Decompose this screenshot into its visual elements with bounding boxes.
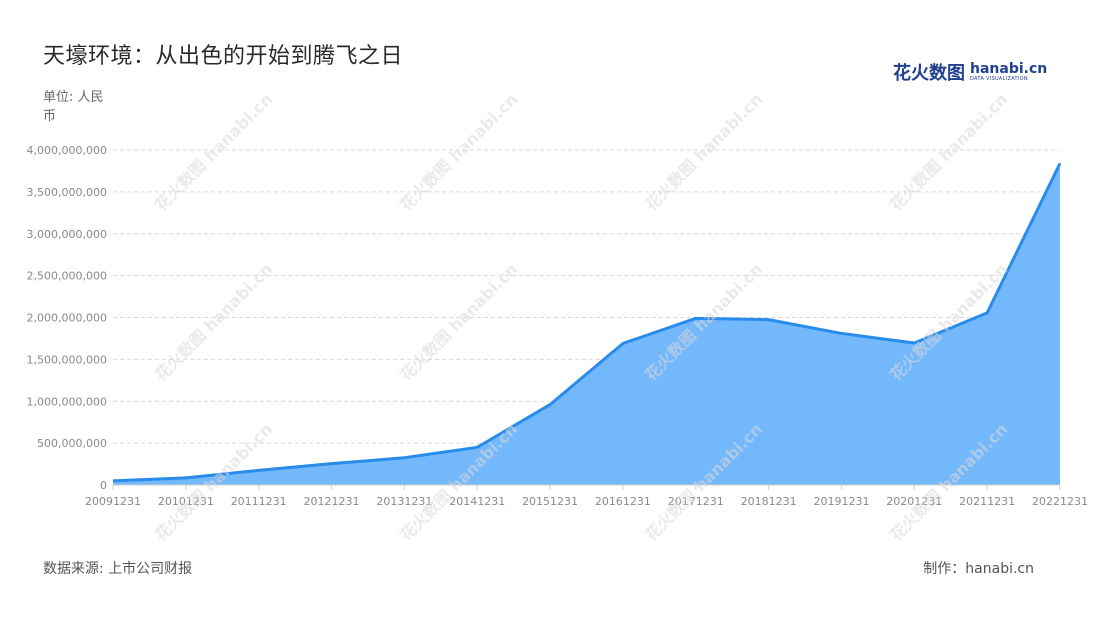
series-line — [112, 162, 1062, 483]
area-fill — [113, 163, 1060, 485]
x-tick-label: 20141231 — [449, 495, 505, 508]
y-tick-label: 4,000,000,000 — [27, 144, 107, 157]
x-tick-label: 20101231 — [158, 495, 214, 508]
x-tick-label: 20121231 — [304, 495, 360, 508]
x-tick-label: 20091231 — [85, 495, 141, 508]
y-tick-label: 2,500,000,000 — [27, 270, 107, 283]
logo-sub: hanabi.cn DATA VISUALIZATION — [970, 62, 1047, 82]
x-tick-label: 20131231 — [376, 495, 432, 508]
y-tick-label: 2,000,000,000 — [27, 312, 107, 325]
x-tick-label: 20191231 — [813, 495, 869, 508]
logo-tagline: DATA VISUALIZATION — [970, 76, 1028, 82]
y-tick-label: 1,500,000,000 — [27, 353, 107, 366]
logo-name: hanabi.cn — [970, 61, 1048, 77]
data-source: 数据来源: 上市公司财报 — [43, 561, 193, 577]
area-layer — [112, 162, 1062, 485]
x-tick-label: 20111231 — [231, 495, 287, 508]
y-tick-label: 0 — [100, 479, 107, 492]
x-tick-label: 20151231 — [522, 495, 578, 508]
y-tick-label: 3,000,000,000 — [27, 228, 107, 241]
logo-main-text: 花火数图 — [893, 63, 965, 84]
grid-lines — [113, 149, 1060, 444]
x-tick-label: 20201231 — [886, 495, 942, 508]
x-tick-label: 20221231 — [1032, 495, 1088, 508]
axes: 0 500,000,000 1,000,000,000 1,500,000,000 2,… — [27, 144, 1088, 508]
chart-title: 天壕环境：从出色的开始到腾飞之日 — [43, 44, 404, 69]
x-tick-label: 20161231 — [595, 495, 651, 508]
x-tick-label: 20211231 — [959, 495, 1015, 508]
credit: 制作：hanabi.cn — [923, 561, 1034, 577]
brand-logo: 花火数图 hanabi.cn DATA VISUALIZATION — [893, 60, 1047, 84]
y-tick-label: 3,500,000,000 — [27, 186, 107, 199]
y-tick-label: 1,000,000,000 — [27, 395, 107, 408]
x-tick-label: 20181231 — [741, 495, 797, 508]
y-tick-label: 500,000,000 — [37, 437, 107, 450]
unit-label: 单位: 人民币 — [43, 90, 104, 124]
x-tick-label: 20171231 — [668, 495, 724, 508]
